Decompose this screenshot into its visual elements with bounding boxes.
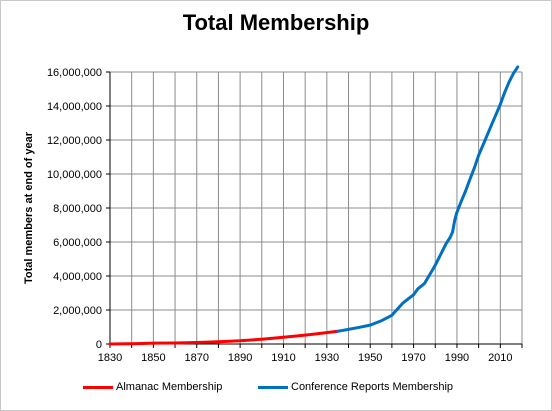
x-tick-label: 1870 [184, 352, 208, 364]
x-tick-label: 1990 [445, 352, 469, 364]
y-tick-label: 10,000,000 [47, 169, 102, 181]
y-tick-label: 6,000,000 [53, 237, 102, 249]
y-tick-label: 14,000,000 [47, 101, 102, 113]
y-tick-label: 0 [96, 339, 102, 351]
legend-swatch-almanac [83, 385, 113, 389]
x-tick-label: 1890 [228, 352, 252, 364]
y-tick-label: 12,000,000 [47, 135, 102, 147]
chart-title: Total Membership [182, 10, 370, 35]
legend-label-almanac: Almanac Membership [116, 381, 223, 393]
legend-item-almanac: Almanac Membership [83, 381, 222, 393]
legend-label-conference: Conference Reports Membership [291, 381, 454, 393]
legend-swatch-conference [258, 385, 288, 389]
legend-item-conference: Conference Reports Membership [258, 381, 453, 393]
x-tick-label: 1910 [271, 352, 295, 364]
x-tick-label: 1830 [98, 352, 122, 364]
y-tick-label: 8,000,000 [53, 203, 102, 215]
y-tick-label: 4,000,000 [53, 271, 102, 283]
y-tick-label: 2,000,000 [53, 305, 102, 317]
x-tick-label: 1950 [358, 352, 382, 364]
x-tick-label: 1850 [141, 352, 165, 364]
y-axis-label: Total members at end of year [23, 131, 35, 284]
x-tick-label: 1970 [401, 352, 425, 364]
x-tick-label: 2010 [488, 352, 512, 364]
y-tick-label: 16,000,000 [47, 67, 102, 79]
series-line-almanac [108, 329, 340, 346]
series-line-conference [336, 65, 520, 333]
x-tick-label: 1930 [315, 352, 339, 364]
